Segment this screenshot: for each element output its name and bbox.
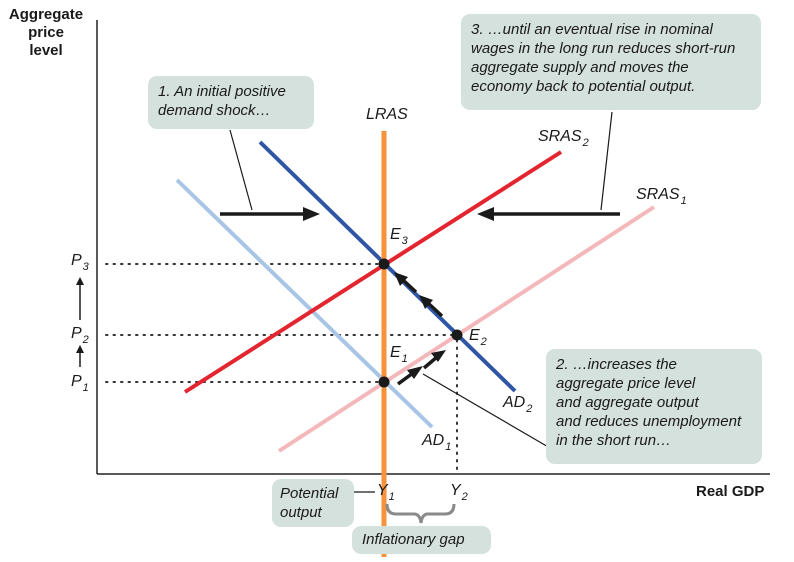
- e1-e2-arrowhead-b: [431, 350, 446, 362]
- p1-label: P1: [71, 373, 89, 394]
- callout-step3-line: 3. …until an eventual rise in nominal: [471, 21, 713, 38]
- p2-label-base: P: [71, 325, 82, 342]
- sras1-curve: [277, 205, 656, 453]
- callout-step3-line: economy back to potential output.: [471, 78, 696, 95]
- p-axis-arrowhead-2: [76, 277, 84, 285]
- e3-label-sub: 3: [401, 235, 408, 247]
- e2-label-sub: 2: [480, 336, 487, 348]
- e3-label: E3: [390, 226, 408, 247]
- callout-step3-line: aggregate supply and moves the: [471, 59, 689, 76]
- callout-step2-line: 2. …increases the: [556, 356, 677, 373]
- p1-label-base: P: [71, 373, 82, 390]
- e1-e2-arrow-a: [396, 371, 415, 386]
- p3-label-sub: 3: [82, 261, 89, 273]
- sras-shift-arrowhead: [477, 207, 494, 221]
- ad1-label-base: AD: [422, 432, 445, 449]
- e1-label-base: E: [390, 344, 401, 361]
- potential-output-line: output: [280, 504, 322, 521]
- callout-step2-line: in the short run…: [556, 432, 672, 449]
- callout-step2: 2. …increases the aggregate price level …: [546, 349, 762, 464]
- y1-label: Y1: [377, 482, 395, 503]
- y1-label-base: Y: [377, 482, 388, 499]
- ad1-label-sub: 1: [445, 441, 452, 453]
- ad-shift-arrowhead: [303, 207, 320, 221]
- y-axis-title-line: Aggregate: [8, 6, 84, 23]
- callout-step1: 1. An initial positive demand shock…: [148, 76, 314, 129]
- ad1-label: AD1: [422, 432, 452, 453]
- sras1-label: SRAS1: [636, 186, 687, 207]
- ad2-label-base: AD: [503, 394, 526, 411]
- callout2-pointer: [422, 373, 551, 449]
- e3-point: [378, 258, 390, 270]
- callout-step2-line: and reduces unemployment: [556, 413, 742, 430]
- callout-potential-output: Potential output: [272, 479, 354, 527]
- y-axis-title-line: level: [29, 42, 63, 59]
- sras2-label-sub: 2: [582, 137, 589, 149]
- callout-step1-line: demand shock…: [158, 102, 271, 119]
- y2-label-sub: 2: [461, 491, 468, 503]
- sras2-curve: [183, 150, 563, 394]
- p1-label-sub: 1: [82, 382, 89, 394]
- gap-bracket: [385, 503, 456, 524]
- sras2-label-base: SRAS: [538, 128, 582, 145]
- callout-step2-line: and aggregate output: [556, 394, 699, 411]
- e2-point: [451, 329, 463, 341]
- y2-label-base: Y: [450, 482, 461, 499]
- sras1-label-base: SRAS: [636, 186, 680, 203]
- ad2-label: AD2: [503, 394, 533, 415]
- e2-label: E2: [469, 327, 487, 348]
- y2-label: Y2: [450, 482, 468, 503]
- e1-label-sub: 1: [401, 353, 408, 365]
- e2-e3-arrow-a: [426, 301, 444, 318]
- x-axis-title: Real GDP: [696, 483, 765, 500]
- callout3-pointer: [600, 111, 613, 211]
- p3-label-base: P: [71, 252, 82, 269]
- p3-label: P3: [71, 252, 89, 273]
- p2-label: P2: [71, 325, 89, 346]
- sras2-label: SRAS2: [538, 128, 589, 149]
- e1-label: E1: [390, 344, 408, 365]
- lras-label: LRAS: [366, 106, 408, 123]
- e3-label-base: E: [390, 226, 401, 243]
- ad2-label-sub: 2: [526, 403, 533, 415]
- ad1-curve: [175, 178, 434, 429]
- p2-label-sub: 2: [82, 334, 89, 346]
- callout-step1-line: 1. An initial positive: [158, 83, 286, 100]
- sras1-label-sub: 1: [680, 195, 687, 207]
- p-axis-arrowhead-1: [76, 345, 84, 353]
- callout-step3-line: wages in the long run reduces short-run: [471, 40, 736, 57]
- y-axis-title: Aggregate price level: [6, 6, 86, 60]
- e1-point: [378, 376, 390, 388]
- e1-e2-arrowhead-a: [407, 366, 423, 379]
- e1-e2-arrow-b: [422, 355, 439, 370]
- callout-inflationary-gap: Inflationary gap: [352, 526, 491, 554]
- e2-e3-arrowhead-b: [394, 272, 408, 286]
- e2-e3-arrowhead-a: [419, 295, 433, 309]
- y1-label-sub: 1: [388, 491, 395, 503]
- e2-e3-arrow-b: [401, 278, 418, 294]
- e2-label-base: E: [469, 327, 480, 344]
- y-axis-title-line: price: [28, 24, 64, 41]
- callout-step2-line: aggregate price level: [556, 375, 696, 392]
- callout1-pointer: [229, 129, 253, 211]
- callout-step3: 3. …until an eventual rise in nominal wa…: [461, 14, 761, 110]
- potential-output-line: Potential: [280, 485, 339, 502]
- inflationary-gap-label: Inflationary gap: [362, 531, 465, 548]
